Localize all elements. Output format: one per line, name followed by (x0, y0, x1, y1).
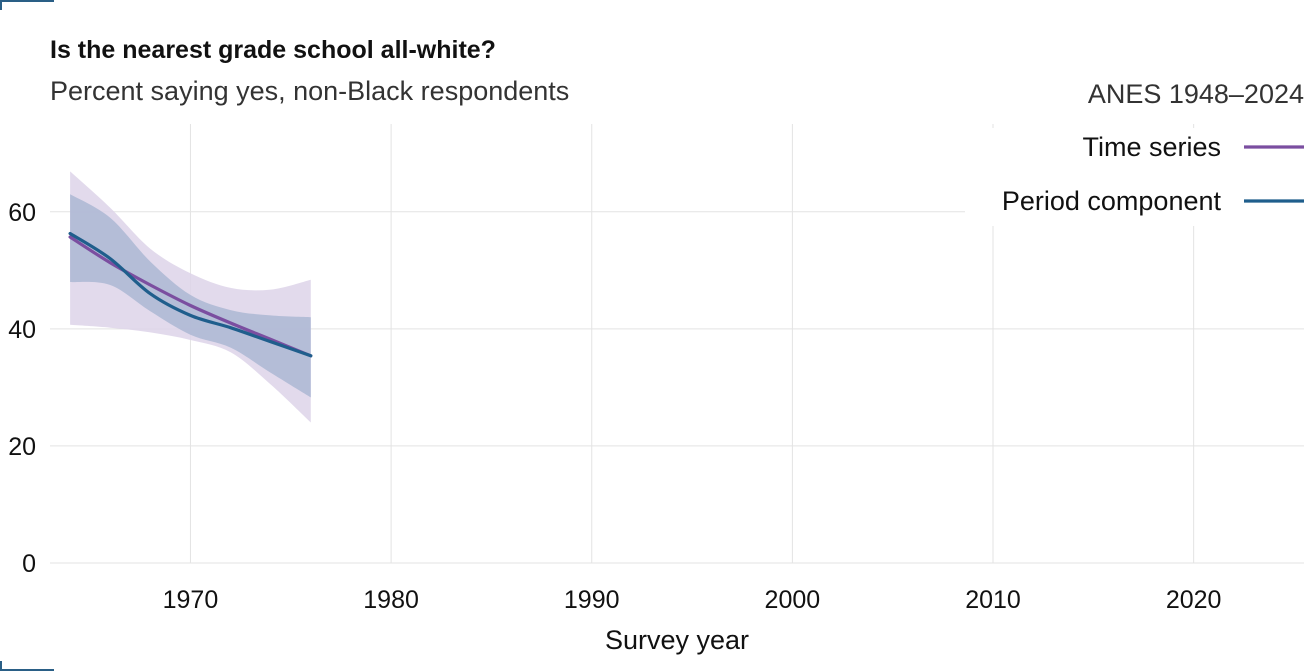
source-label: ANES 1948–2024 (1087, 79, 1304, 109)
horizontal-gridlines (50, 211, 1304, 564)
tick-labels: 1970 1980 1990 2000 2010 2020 0 20 40 60 (8, 199, 1221, 614)
legend-label-0: Time series (1082, 132, 1221, 162)
legend: Time series Period component (965, 128, 1304, 226)
x-tick-label-2020: 2020 (1166, 586, 1222, 614)
x-tick-label-2000: 2000 (765, 586, 821, 614)
confidence-bands (70, 171, 311, 423)
y-tick-label-40: 40 (8, 316, 36, 344)
x-tick-label-1980: 1980 (363, 586, 419, 614)
x-axis-label: Survey year (605, 625, 749, 655)
y-tick-label-0: 0 (22, 550, 36, 578)
x-tick-label-1990: 1990 (564, 586, 620, 614)
series-lines (68, 231, 313, 358)
corner-mark-top (0, 0, 54, 10)
series-line-time-series (68, 235, 313, 358)
chart-title: Is the nearest grade school all-white? (50, 36, 496, 64)
series-line-period-component (68, 231, 313, 358)
vertical-gridlines (189, 124, 1195, 563)
legend-background (965, 128, 1304, 226)
chart-subtitle: Percent saying yes, non-Black respondent… (50, 76, 570, 106)
corner-mark-bottom (0, 661, 54, 671)
x-tick-label-1970: 1970 (163, 586, 219, 614)
band-period-component (70, 194, 311, 398)
y-tick-label-60: 60 (8, 199, 36, 227)
legend-label-1: Period component (1002, 186, 1222, 216)
y-tick-label-20: 20 (8, 433, 36, 461)
x-tick-label-2010: 2010 (965, 586, 1021, 614)
